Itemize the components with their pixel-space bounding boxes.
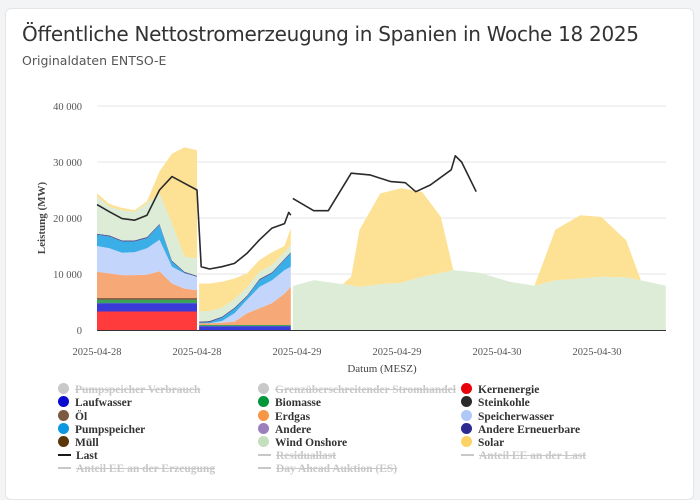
- legend-line-icon: [258, 453, 271, 456]
- area-speicherwasser: [97, 239, 197, 291]
- line-last: [96, 175, 292, 270]
- y-tick-labels: 0 10 000 20 000 30 000 40 000: [53, 102, 82, 337]
- legend-line-icon: [461, 453, 474, 456]
- area-erdgas: [97, 271, 197, 299]
- x-tick-label: 2025-04-30: [473, 347, 522, 358]
- area-pumpspeicher: [97, 225, 197, 277]
- legend-label: Biomasse: [275, 397, 321, 410]
- legend-item-kernenergie[interactable]: Kernenergie: [461, 383, 539, 396]
- area-solar: [199, 228, 291, 312]
- area-biomasse: [199, 325, 291, 327]
- legend-label: Müll: [75, 437, 99, 450]
- legend-item-biomasse[interactable]: Biomasse: [258, 396, 321, 409]
- legend-label: Speicherwasser: [478, 410, 555, 423]
- x-tick-label: 2025-04-30: [573, 347, 622, 358]
- legend-dot-icon: [58, 383, 69, 394]
- legend-item-solar[interactable]: Solar: [461, 436, 504, 449]
- stacked-areas: [97, 147, 666, 330]
- x-tick-labels: 2025-04-28 2025-04-28 2025-04-29 2025-04-29…: [73, 347, 622, 358]
- legend-label: Day Ahead Auktion (ES): [276, 462, 398, 475]
- area-laufwasser: [199, 326, 291, 330]
- legend-item-andere[interactable]: Andere: [258, 422, 312, 436]
- legend-line-icon: [58, 466, 71, 469]
- legend-label: Wind Onshore: [275, 437, 348, 450]
- y-tick-label: 0: [77, 326, 82, 337]
- y-tick-label: 20 000: [53, 214, 82, 225]
- legend-label: Solar: [478, 437, 505, 450]
- legend-label: Andere Erneuerbare: [478, 423, 581, 436]
- legend-dot-icon: [258, 409, 269, 421]
- legend-dot-icon: [58, 396, 69, 408]
- legend-label: Pumpspeicher Verbrauch: [75, 384, 201, 396]
- legend-item-pumpspeicher-verbrauch[interactable]: Pumpspeicher Verbrauch: [58, 383, 200, 396]
- x-tick-label: 2025-04-28: [73, 347, 122, 358]
- legend-item-day-ahead-auktion-es-[interactable]: Day Ahead Auktion (ES): [258, 463, 397, 476]
- legend-label: Öl: [75, 410, 88, 423]
- legend-dot-icon: [58, 436, 69, 448]
- area-wind-onshore: [292, 270, 666, 330]
- y-axis-title: Leistung (MW): [36, 181, 48, 254]
- legend-label: Andere: [275, 423, 312, 436]
- legend-label: Anteil EE an der Last: [479, 449, 587, 462]
- area-solar: [97, 147, 197, 259]
- legend-dot-icon: [58, 422, 69, 434]
- y-tick-label: 30 000: [53, 158, 82, 169]
- chart-title: Öffentliche Nettostromerzeugung in Spani…: [22, 22, 639, 46]
- area-erdgas: [199, 286, 291, 325]
- legend-label: Residuallast: [276, 449, 337, 462]
- legend-item-erdgas[interactable]: Erdgas: [258, 409, 311, 423]
- legend-item-pumpspeicher[interactable]: Pumpspeicher: [58, 422, 146, 436]
- legend-dot-icon: [258, 396, 269, 408]
- load-lines: [96, 155, 477, 270]
- line-last: [292, 155, 477, 212]
- legend-dot-icon: [461, 409, 472, 421]
- x-tick-label: 2025-04-29: [373, 347, 422, 358]
- area-muell: [97, 298, 197, 300]
- area-biomasse: [97, 299, 197, 304]
- legend-item-oel[interactable]: Öl: [58, 409, 88, 423]
- legend-line-icon: [58, 453, 71, 456]
- area-wind-onshore: [199, 244, 291, 322]
- legend-item-andere-erneuerbare[interactable]: Andere Erneuerbare: [461, 422, 581, 436]
- legend-item-muell[interactable]: Müll: [58, 436, 99, 449]
- legend-line-icon: [258, 466, 271, 469]
- legend-label: Anteil EE an der Erzeugung: [76, 462, 216, 475]
- legend-item-steinkohle[interactable]: Steinkohle: [461, 396, 530, 409]
- legend-dot-icon: [461, 422, 472, 434]
- legend-item-grenzueberschreitender-stromhandel[interactable]: Grenzüberschreitender Stromhandel: [258, 383, 456, 396]
- legend-item-residuallast[interactable]: Residuallast: [258, 450, 336, 463]
- x-axis-title: Datum (MESZ): [347, 363, 417, 375]
- legend-label: Grenzüberschreitender Stromhandel: [275, 384, 456, 396]
- x-tick-label: 2025-04-29: [273, 347, 322, 358]
- legend-label: Kernenergie: [478, 384, 540, 396]
- area-wind-onshore: [97, 193, 197, 276]
- legend-dot-icon: [258, 383, 269, 394]
- legend-dot-icon: [461, 436, 472, 448]
- legend-item-last[interactable]: Last: [58, 450, 98, 463]
- legend-label: Last: [76, 449, 98, 462]
- area-kernenergie: [97, 311, 197, 330]
- legend-item-wind-onshore[interactable]: Wind Onshore: [258, 436, 347, 449]
- chart-subtitle: Originaldaten ENTSO-E: [22, 53, 167, 68]
- legend-dot-icon: [258, 422, 269, 434]
- legend-dot-icon: [258, 436, 269, 448]
- legend-item-anteil-ee-an-der-last[interactable]: Anteil EE an der Last: [461, 450, 586, 463]
- area-laufwasser: [97, 303, 197, 312]
- legend-dot-icon: [461, 383, 472, 394]
- legend-dot-icon: [58, 409, 69, 421]
- y-tick-label: 10 000: [53, 270, 82, 281]
- legend-label: Steinkohle: [478, 397, 530, 410]
- legend-dot-icon: [461, 396, 472, 408]
- area-speicherwasser: [199, 266, 291, 324]
- x-tick-label: 2025-04-28: [173, 347, 222, 358]
- legend-item-speicherwasser[interactable]: Speicherwasser: [461, 409, 555, 423]
- legend-item-anteil-ee-an-der-erzeugung[interactable]: Anteil EE an der Erzeugung: [58, 463, 215, 476]
- legend-label: Erdgas: [275, 410, 311, 423]
- y-tick-label: 40 000: [53, 102, 82, 113]
- legend-label: Pumpspeicher: [75, 423, 146, 436]
- legend-item-laufwasser[interactable]: Laufwasser: [58, 396, 132, 409]
- area-solar: [292, 188, 666, 287]
- legend-label: Laufwasser: [75, 397, 132, 410]
